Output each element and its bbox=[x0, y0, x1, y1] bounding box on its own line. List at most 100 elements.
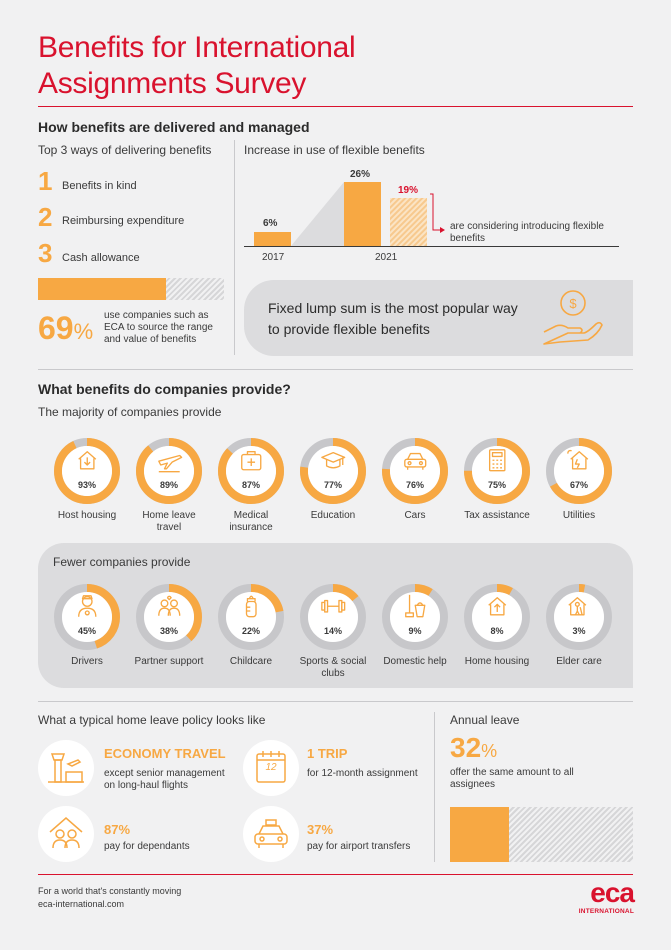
ring-percentage: 45% bbox=[77, 626, 96, 636]
ring-center bbox=[62, 446, 112, 496]
ring-chart bbox=[382, 584, 448, 650]
benefit-ring: 9% bbox=[380, 582, 450, 652]
ring-percentage: 3% bbox=[572, 626, 586, 636]
ring-center bbox=[390, 446, 440, 496]
calendar-icon bbox=[256, 751, 286, 783]
benefit-ring: 77% bbox=[298, 436, 368, 506]
flex-label-2021-value: 26% bbox=[350, 169, 371, 180]
ring-label-line: Host housing bbox=[57, 510, 117, 521]
footer-divider bbox=[38, 874, 633, 875]
ring-center bbox=[390, 592, 440, 642]
flex-considering-text-line: benefits bbox=[450, 233, 486, 244]
flex-growth-wedge bbox=[291, 182, 344, 246]
page-title-line-2: Assignments Survey bbox=[38, 67, 307, 100]
ring-label-line: Education bbox=[310, 510, 356, 521]
benefit-ring: 75% bbox=[462, 436, 532, 506]
medical-case-icon bbox=[241, 451, 262, 471]
annual-text: offer the same amount to all assignees bbox=[450, 767, 574, 791]
ring-chart bbox=[464, 584, 530, 650]
lump-sum-line: Fixed lump sum is the most popular way bbox=[268, 300, 518, 316]
ring-label: Sports & social clubs bbox=[290, 656, 376, 680]
ring-chart bbox=[546, 438, 612, 504]
elder-care-icon bbox=[568, 597, 587, 616]
ring-label: Elder care bbox=[536, 656, 622, 668]
lump-sum-line: to provide flexible benefits bbox=[268, 321, 430, 337]
ring-label: Home leave travel bbox=[126, 510, 212, 534]
section-divider-2 bbox=[38, 701, 633, 702]
ring-fill bbox=[136, 584, 202, 650]
ring-fill bbox=[54, 438, 120, 504]
house-arrow-icon bbox=[78, 451, 97, 470]
ring-label-line: Sports & social bbox=[299, 656, 367, 667]
benefit-ring: 89% bbox=[134, 436, 204, 506]
ring-label: Tax assistance bbox=[454, 510, 540, 522]
ring-chart bbox=[136, 438, 202, 504]
eca-stat-text-line: use companies such as bbox=[104, 310, 209, 321]
benefit-ring: 38% bbox=[134, 582, 204, 652]
rank-label: Cash allowance bbox=[62, 252, 140, 264]
rank-number: 2 bbox=[38, 202, 53, 232]
car-icon bbox=[404, 452, 427, 470]
ring-label-line: Medical bbox=[233, 510, 269, 521]
lump-sum-text: Fixed lump sum is the most popular way t… bbox=[268, 298, 558, 340]
rank-number: 3 bbox=[38, 238, 53, 268]
ring-label: Partner support bbox=[126, 656, 212, 668]
annual-text-line: offer the same amount to all bbox=[450, 767, 574, 778]
ring-percentage: 8% bbox=[490, 626, 504, 636]
ring-label-line: Domestic help bbox=[383, 656, 447, 667]
mop-bucket-icon bbox=[405, 594, 426, 618]
ring-fill bbox=[464, 438, 530, 504]
ring-center bbox=[308, 592, 358, 642]
family-house-icon bbox=[49, 817, 83, 849]
ring-label: Utilities bbox=[536, 510, 622, 522]
house-plug-icon bbox=[567, 449, 589, 470]
ring-fill bbox=[218, 438, 284, 504]
trip-title: 1 TRIP bbox=[307, 746, 348, 761]
ring-chart bbox=[382, 438, 448, 504]
eca-logo-mark: eca bbox=[590, 877, 635, 908]
flex-pointer-line bbox=[430, 193, 440, 231]
svg-text:$: $ bbox=[569, 296, 577, 311]
majority-title: The majority of companies provide bbox=[38, 405, 222, 419]
ring-percentage: 76% bbox=[405, 480, 424, 490]
fewer-title: Fewer companies provide bbox=[53, 555, 191, 569]
ring-percentage: 22% bbox=[241, 626, 260, 636]
ring-percentage: 75% bbox=[487, 480, 506, 490]
ring-fill bbox=[464, 584, 530, 650]
ring-label: Education bbox=[290, 510, 376, 522]
eca-stat: 69% bbox=[38, 310, 93, 347]
ring-fill bbox=[546, 584, 612, 650]
eca-logo-sub: INTERNATIONAL bbox=[578, 908, 634, 915]
eca-logo: eca INTERNATIONAL bbox=[568, 877, 635, 916]
section-heading-delivery: How benefits are delivered and managed bbox=[38, 119, 310, 135]
rank-number: 1 bbox=[38, 166, 53, 196]
ring-label-line: Elder care bbox=[556, 656, 602, 667]
ring-center bbox=[226, 446, 276, 496]
ring-chart bbox=[54, 438, 120, 504]
benefit-ring: 3% bbox=[544, 582, 614, 652]
benefit-ring: 14% bbox=[298, 582, 368, 652]
flex-bar-considering bbox=[390, 198, 427, 246]
top3-title: Top 3 ways of delivering benefits bbox=[38, 143, 212, 157]
ring-label-line: Partner support bbox=[134, 656, 204, 667]
title-divider bbox=[38, 106, 633, 107]
ring-label-line: Tax assistance bbox=[464, 510, 530, 521]
driver-icon bbox=[78, 595, 97, 617]
ring-fill bbox=[218, 584, 284, 650]
ring-label-line: Cars bbox=[404, 510, 426, 521]
ring-percentage: 67% bbox=[569, 480, 588, 490]
ring-center bbox=[144, 592, 194, 642]
ring-center bbox=[62, 592, 112, 642]
footer-url[interactable]: eca-international.com bbox=[38, 899, 125, 909]
ring-label-line: Home housing bbox=[464, 656, 530, 667]
ring-chart bbox=[464, 438, 530, 504]
ring-center bbox=[472, 592, 522, 642]
benefit-ring: 45% bbox=[52, 582, 122, 652]
footer-text: For a world that's constantly moving eca… bbox=[38, 885, 181, 911]
footer-tagline: For a world that's constantly moving bbox=[38, 886, 182, 896]
hand-coin-icon: $ bbox=[543, 290, 603, 345]
airplane-icon bbox=[158, 454, 183, 473]
ring-label: Domestic help bbox=[372, 656, 458, 668]
ring-center bbox=[308, 446, 358, 496]
ring-chart bbox=[136, 584, 202, 650]
